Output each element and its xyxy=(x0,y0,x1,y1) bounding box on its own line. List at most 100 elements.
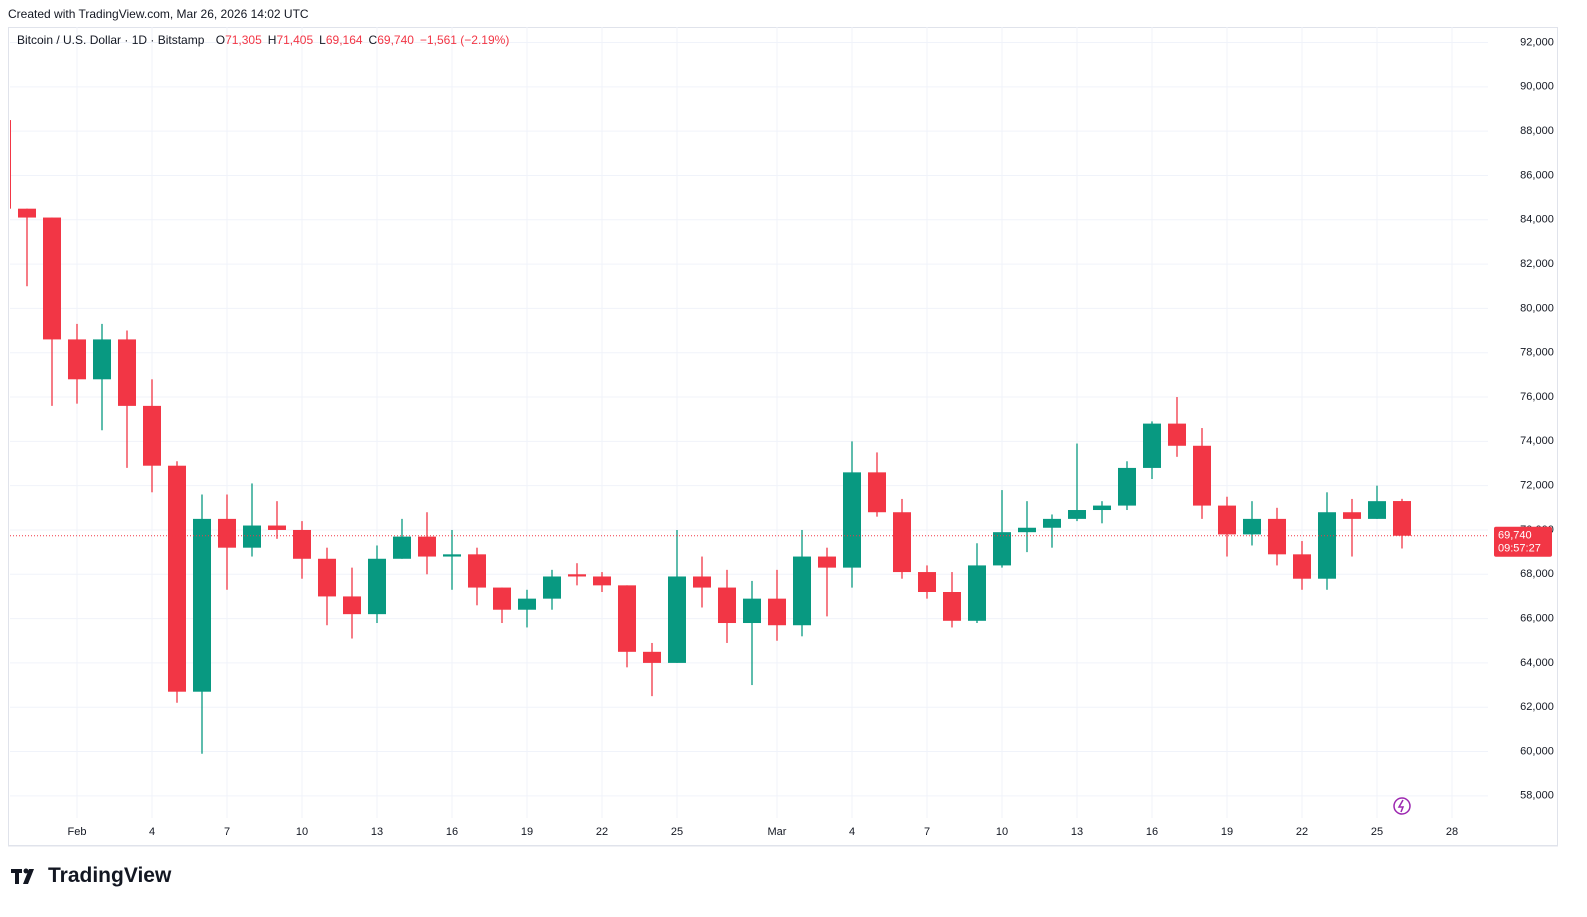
candle-body xyxy=(1218,505,1236,535)
candle-body xyxy=(393,536,411,559)
x-tick-label: 10 xyxy=(296,826,308,838)
candle-body xyxy=(543,576,561,599)
candle-body xyxy=(193,518,211,692)
candle-body xyxy=(1293,554,1311,579)
y-tick-label: 88,000 xyxy=(1520,125,1554,137)
candle-body xyxy=(368,558,386,615)
candle-body xyxy=(1318,512,1336,579)
y-tick-label: 90,000 xyxy=(1520,81,1554,93)
x-tick-label: 19 xyxy=(1221,826,1233,838)
candle-body xyxy=(818,556,836,568)
candle-body xyxy=(43,217,61,340)
chart-frame xyxy=(8,27,1558,846)
x-tick-label: 16 xyxy=(446,826,458,838)
x-tick-label: 4 xyxy=(149,826,155,838)
candle-body xyxy=(768,598,786,626)
symbol: Bitcoin / U.S. Dollar · 1D · Bitstamp xyxy=(17,33,205,47)
x-tick-label: Mar xyxy=(768,826,787,838)
candle-body xyxy=(418,536,436,557)
logo-mark xyxy=(11,868,34,884)
last-price-label: 69,740 xyxy=(1498,530,1532,542)
candle-body xyxy=(868,472,886,513)
candle-body xyxy=(1043,518,1061,528)
ohlc-label: L xyxy=(319,33,326,47)
candle-body xyxy=(643,651,661,663)
ohlc-label: C xyxy=(368,33,378,47)
overlay: 58,00060,00062,00064,00066,00068,00070,0… xyxy=(10,36,1554,838)
credit: Created with TradingView.com, Mar 26, 20… xyxy=(8,7,309,21)
candle-body xyxy=(743,598,761,624)
candle-body xyxy=(693,576,711,588)
candle-body xyxy=(1343,512,1361,519)
candle-body xyxy=(593,576,611,586)
candle-body xyxy=(118,339,136,406)
x-tick-label: 25 xyxy=(1371,826,1383,838)
candle-body xyxy=(1193,445,1211,506)
candles xyxy=(10,120,1411,754)
candle-body xyxy=(218,518,236,548)
y-tick-label: 76,000 xyxy=(1520,391,1554,403)
y-tick-label: 68,000 xyxy=(1520,568,1554,580)
candle-body xyxy=(468,554,486,588)
x-tick-label: 7 xyxy=(924,826,930,838)
candle-body xyxy=(1268,518,1286,555)
countdown: 09:57:27 xyxy=(1498,543,1541,555)
candle-body xyxy=(168,465,186,692)
candle-body xyxy=(918,572,936,592)
x-tick-label: 22 xyxy=(596,826,608,838)
ohlc-value: 69,740 xyxy=(377,33,414,47)
candle-body xyxy=(68,339,86,380)
logo-text: TradingView xyxy=(48,864,172,887)
candle-body xyxy=(718,587,736,624)
x-tick-label: 25 xyxy=(671,826,683,838)
candle-body xyxy=(243,525,261,548)
candle-body xyxy=(968,565,986,621)
y-tick-label: 62,000 xyxy=(1520,701,1554,713)
x-tick-label: 22 xyxy=(1296,826,1308,838)
x-tick-label: 16 xyxy=(1146,826,1158,838)
candle-body xyxy=(1093,505,1111,511)
y-tick-label: 60,000 xyxy=(1520,745,1554,757)
y-tick-label: 78,000 xyxy=(1520,347,1554,359)
x-tick-label: 19 xyxy=(521,826,533,838)
candle-body xyxy=(318,558,336,597)
candle-body xyxy=(268,525,286,530)
y-tick-label: 82,000 xyxy=(1520,258,1554,270)
candle-body xyxy=(1118,467,1136,506)
ohlc-value: 71,405 xyxy=(276,33,314,47)
candle-body xyxy=(1018,527,1036,533)
y-tick-label: 92,000 xyxy=(1520,36,1554,48)
y-tick-label: 64,000 xyxy=(1520,657,1554,669)
candle-body xyxy=(1168,423,1186,446)
candle-body xyxy=(10,120,11,209)
candle-body xyxy=(493,587,511,610)
last-price-box xyxy=(1494,526,1552,557)
x-tick-label: Feb xyxy=(68,826,87,838)
candle-body xyxy=(618,585,636,652)
ohlc-label: H xyxy=(267,33,277,47)
x-tick-label: 28 xyxy=(1446,826,1458,838)
y-tick-label: 80,000 xyxy=(1520,302,1554,314)
candle-body xyxy=(1368,501,1386,519)
candle-body xyxy=(1393,501,1411,536)
candle-body xyxy=(843,472,861,568)
x-tick-label: 13 xyxy=(1071,826,1083,838)
candle-body xyxy=(668,576,686,663)
candle-body xyxy=(343,596,361,615)
grid xyxy=(10,27,1488,818)
x-tick-label: 13 xyxy=(371,826,383,838)
candle-body xyxy=(993,532,1011,566)
x-tick-label: 7 xyxy=(224,826,230,838)
candle-body xyxy=(293,529,311,559)
candle-body xyxy=(568,574,586,577)
ai-icon xyxy=(1393,797,1411,815)
y-tick-label: 86,000 xyxy=(1520,169,1554,181)
candle-body xyxy=(1243,518,1261,535)
ohlc-value: 69,164 xyxy=(325,33,363,47)
candle-body xyxy=(1068,510,1086,519)
candle-body xyxy=(93,339,111,380)
ohlc-value: 71,305 xyxy=(225,33,262,47)
ohlc-label: O xyxy=(215,33,226,47)
